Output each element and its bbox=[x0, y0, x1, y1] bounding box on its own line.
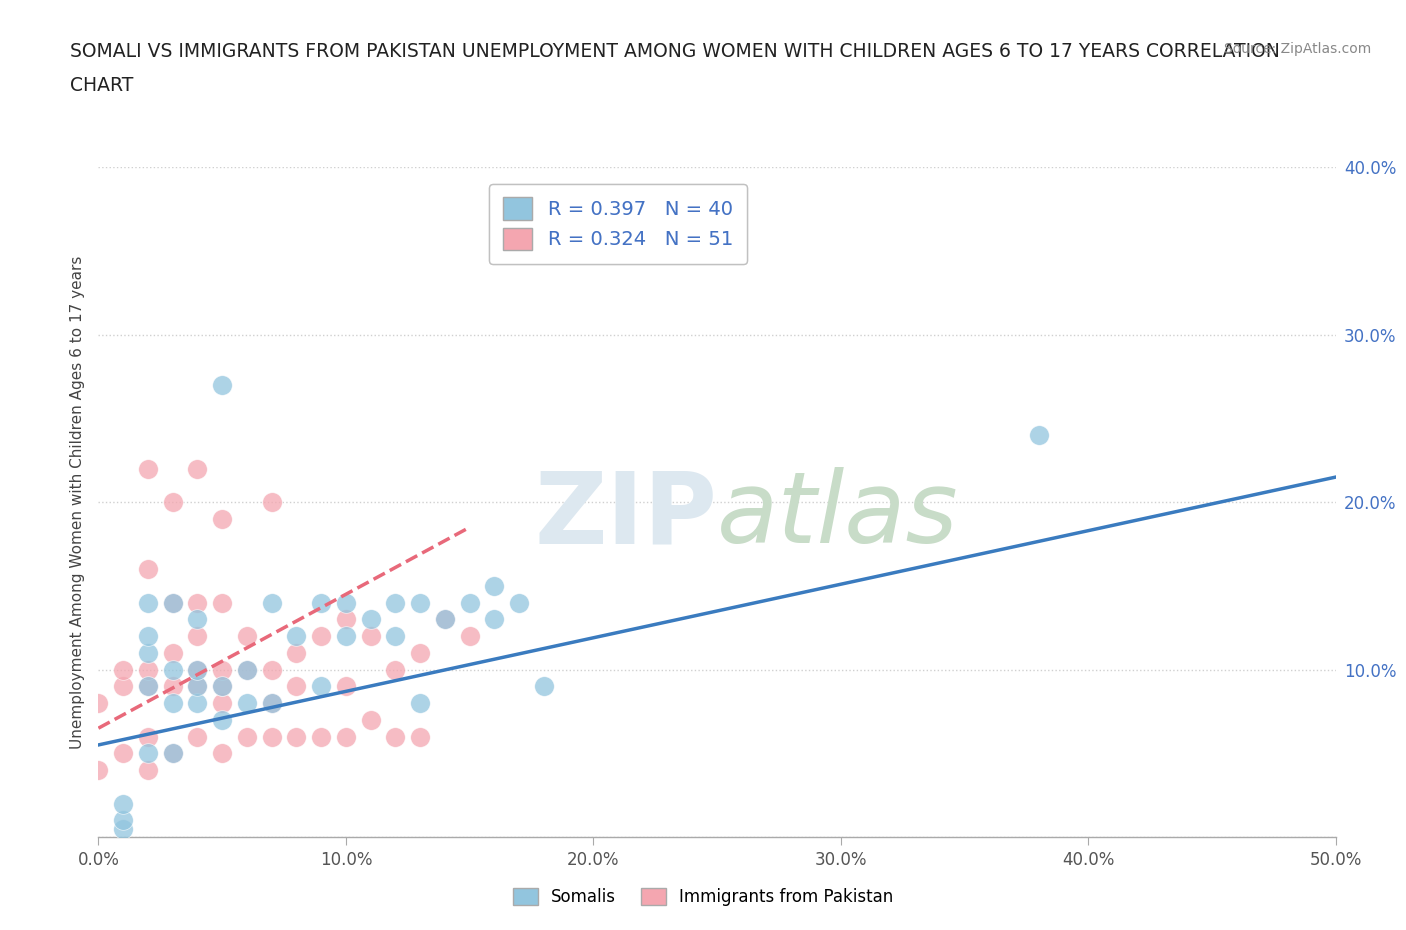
Point bbox=[162, 662, 184, 677]
Point bbox=[360, 712, 382, 727]
Point bbox=[335, 595, 357, 610]
Point bbox=[309, 629, 332, 644]
Point bbox=[136, 629, 159, 644]
Point bbox=[236, 729, 259, 744]
Y-axis label: Unemployment Among Women with Children Ages 6 to 17 years: Unemployment Among Women with Children A… bbox=[70, 256, 86, 749]
Point bbox=[112, 813, 135, 828]
Point bbox=[433, 612, 456, 627]
Point bbox=[186, 629, 208, 644]
Point bbox=[260, 696, 283, 711]
Point bbox=[186, 612, 208, 627]
Point bbox=[136, 746, 159, 761]
Point bbox=[211, 696, 233, 711]
Point bbox=[384, 595, 406, 610]
Text: atlas: atlas bbox=[717, 467, 959, 565]
Point bbox=[409, 696, 432, 711]
Point bbox=[136, 662, 159, 677]
Point bbox=[260, 729, 283, 744]
Point bbox=[433, 612, 456, 627]
Point bbox=[112, 746, 135, 761]
Point bbox=[285, 645, 308, 660]
Point bbox=[285, 679, 308, 694]
Point bbox=[211, 712, 233, 727]
Point bbox=[136, 562, 159, 577]
Point bbox=[112, 662, 135, 677]
Point bbox=[260, 495, 283, 510]
Point bbox=[335, 729, 357, 744]
Point bbox=[236, 696, 259, 711]
Point bbox=[136, 763, 159, 777]
Point bbox=[186, 679, 208, 694]
Point bbox=[162, 595, 184, 610]
Point bbox=[87, 763, 110, 777]
Point bbox=[484, 578, 506, 593]
Point bbox=[260, 662, 283, 677]
Point bbox=[285, 729, 308, 744]
Point bbox=[335, 629, 357, 644]
Point bbox=[186, 696, 208, 711]
Text: ZIP: ZIP bbox=[534, 467, 717, 565]
Point bbox=[211, 662, 233, 677]
Point bbox=[458, 629, 481, 644]
Point bbox=[309, 595, 332, 610]
Point bbox=[409, 595, 432, 610]
Point bbox=[136, 595, 159, 610]
Point bbox=[484, 612, 506, 627]
Text: CHART: CHART bbox=[70, 76, 134, 95]
Point bbox=[360, 612, 382, 627]
Point bbox=[162, 746, 184, 761]
Point bbox=[309, 729, 332, 744]
Point bbox=[360, 629, 382, 644]
Point bbox=[236, 662, 259, 677]
Point bbox=[508, 595, 530, 610]
Point bbox=[533, 679, 555, 694]
Point bbox=[136, 679, 159, 694]
Point bbox=[384, 662, 406, 677]
Point bbox=[87, 696, 110, 711]
Point bbox=[309, 679, 332, 694]
Legend: Somalis, Immigrants from Pakistan: Somalis, Immigrants from Pakistan bbox=[506, 881, 900, 912]
Point bbox=[211, 746, 233, 761]
Point bbox=[236, 662, 259, 677]
Point bbox=[211, 595, 233, 610]
Point bbox=[136, 645, 159, 660]
Point bbox=[186, 679, 208, 694]
Point bbox=[186, 662, 208, 677]
Text: Source: ZipAtlas.com: Source: ZipAtlas.com bbox=[1223, 42, 1371, 56]
Point bbox=[186, 729, 208, 744]
Point bbox=[186, 662, 208, 677]
Point bbox=[112, 796, 135, 811]
Point bbox=[136, 729, 159, 744]
Point bbox=[162, 679, 184, 694]
Point bbox=[211, 512, 233, 526]
Point bbox=[260, 696, 283, 711]
Point bbox=[458, 595, 481, 610]
Point bbox=[211, 378, 233, 392]
Point bbox=[409, 645, 432, 660]
Point bbox=[409, 729, 432, 744]
Point bbox=[162, 696, 184, 711]
Point bbox=[335, 679, 357, 694]
Point bbox=[162, 645, 184, 660]
Point bbox=[136, 461, 159, 476]
Point bbox=[112, 821, 135, 836]
Point bbox=[1028, 428, 1050, 443]
Point bbox=[211, 679, 233, 694]
Point bbox=[236, 629, 259, 644]
Point bbox=[136, 679, 159, 694]
Legend: R = 0.397   N = 40, R = 0.324   N = 51: R = 0.397 N = 40, R = 0.324 N = 51 bbox=[489, 184, 747, 264]
Point bbox=[384, 629, 406, 644]
Point bbox=[211, 679, 233, 694]
Point bbox=[112, 679, 135, 694]
Point bbox=[285, 629, 308, 644]
Point bbox=[186, 461, 208, 476]
Point bbox=[335, 612, 357, 627]
Text: SOMALI VS IMMIGRANTS FROM PAKISTAN UNEMPLOYMENT AMONG WOMEN WITH CHILDREN AGES 6: SOMALI VS IMMIGRANTS FROM PAKISTAN UNEMP… bbox=[70, 42, 1281, 60]
Point bbox=[162, 595, 184, 610]
Point bbox=[162, 746, 184, 761]
Point bbox=[186, 595, 208, 610]
Point bbox=[260, 595, 283, 610]
Point bbox=[384, 729, 406, 744]
Point bbox=[162, 495, 184, 510]
